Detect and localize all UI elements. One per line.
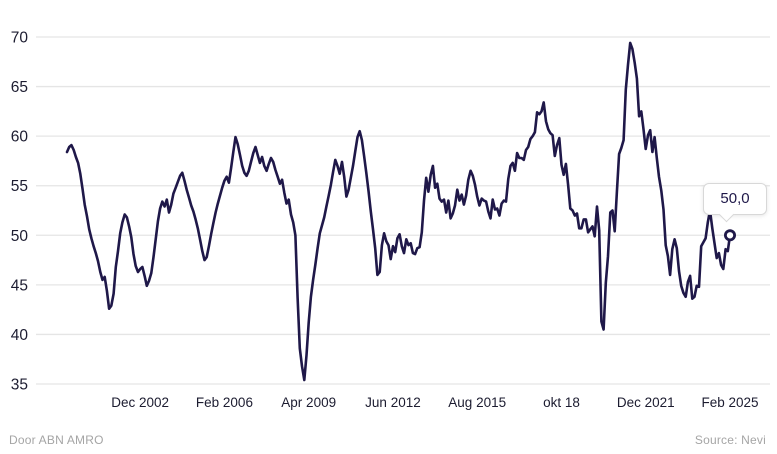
x-tick-label-4: Jun 2012 <box>365 395 421 410</box>
tooltip-value: 50,0 <box>720 190 750 208</box>
x-tick-label-7: Dec 2021 <box>617 395 675 410</box>
y-tick-label-70: 70 <box>11 30 29 47</box>
x-tick-label-3: Apr 2009 <box>281 395 336 410</box>
y-tick-label-35: 35 <box>11 377 28 394</box>
last-point-marker[interactable] <box>724 229 737 242</box>
y-tick-label-40: 40 <box>11 327 29 344</box>
x-tick-label-2: Feb 2006 <box>196 395 253 410</box>
x-tick-label-5: Aug 2015 <box>448 395 506 410</box>
x-tick-label-1: Dec 2002 <box>111 395 169 410</box>
y-tick-label-65: 65 <box>11 79 28 96</box>
y-tick-label-55: 55 <box>11 178 28 195</box>
y-tick-label-45: 45 <box>11 277 28 294</box>
y-tick-label-50: 50 <box>11 228 29 245</box>
pmi-series-line[interactable] <box>65 41 732 382</box>
y-tick-label-60: 60 <box>11 129 29 146</box>
source-text: Source: Nevi <box>694 433 766 447</box>
x-tick-label-8: Feb 2025 <box>701 395 758 410</box>
attribution-text: Door ABN AMRO <box>9 433 104 447</box>
last-value-tooltip: 50,0 <box>703 183 767 223</box>
x-tick-label-6: okt 18 <box>543 395 580 410</box>
